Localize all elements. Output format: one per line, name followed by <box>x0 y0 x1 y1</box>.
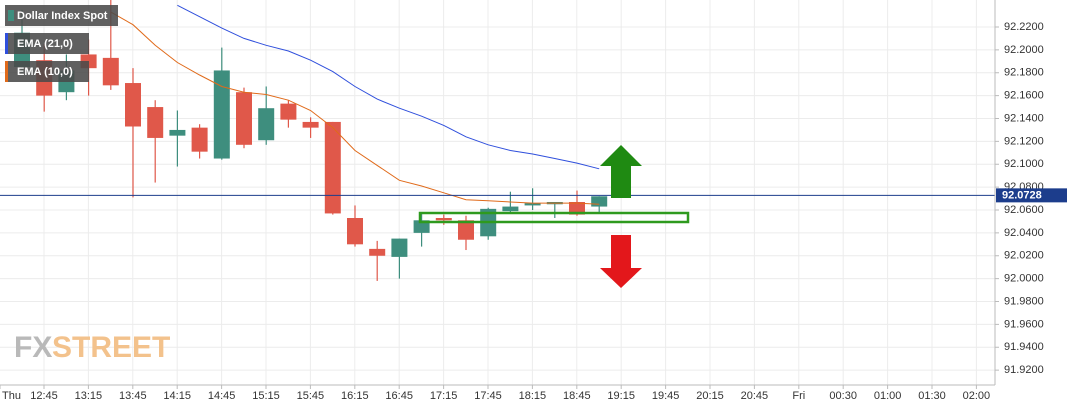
y-tick-label: 91.9400 <box>1004 341 1044 353</box>
last-price-label: 92.0728 <box>1002 189 1042 201</box>
y-tick-label: 92.2000 <box>1004 44 1044 56</box>
x-tick-label: 15:45 <box>297 390 325 402</box>
x-tick-label: 00:30 <box>829 390 857 402</box>
candle-body <box>502 206 519 212</box>
x-tick-label: 17:15 <box>430 390 458 402</box>
y-tick-label: 91.9600 <box>1004 318 1044 330</box>
legend-label: EMA (21,0) <box>17 38 73 50</box>
x-tick-label: 01:00 <box>874 390 902 402</box>
annotations <box>418 145 690 288</box>
x-tick-label: 12:45 <box>30 390 58 402</box>
x-tick-label: 19:45 <box>652 390 680 402</box>
y-tick-label: 92.0600 <box>1004 204 1044 216</box>
candle-body <box>258 108 275 141</box>
legend-label: Dollar Index Spot <box>17 10 108 22</box>
y-tick-label: 92.1000 <box>1004 158 1044 170</box>
candle-body <box>435 218 452 221</box>
y-tick-label: 92.1800 <box>1004 67 1044 79</box>
candle-body <box>524 203 541 206</box>
axes: 92.2200 92.2000 92.1800 92.1600 92.1400 92.12… <box>0 21 1067 402</box>
ema-line <box>177 4 600 170</box>
watermark-fx: FX <box>14 331 52 364</box>
x-tick-label: 01:30 <box>918 390 946 402</box>
x-tick-label: 20:15 <box>696 390 724 402</box>
x-tick-label: 18:45 <box>563 390 591 402</box>
y-tick-label: 92.0200 <box>1004 250 1044 262</box>
watermark-street: STREET <box>52 331 170 364</box>
x-tick-label: 13:45 <box>119 390 147 402</box>
x-tick-label: 19:15 <box>607 390 635 402</box>
candle-body <box>280 103 297 120</box>
x-tick-label: 18:15 <box>519 390 547 402</box>
range-box <box>418 211 690 224</box>
legend-swatch <box>5 61 8 82</box>
candle-body <box>391 238 408 257</box>
x-tick-label: 16:45 <box>385 390 413 402</box>
watermark: FX STREET <box>14 331 170 364</box>
last-price-box <box>996 188 1067 203</box>
y-tick-label: 92.1400 <box>1004 112 1044 124</box>
candle-body <box>324 121 341 214</box>
x-tick-label: 20:45 <box>741 390 769 402</box>
y-tick-label: 91.9200 <box>1004 364 1044 376</box>
y-tick-label: 92.2200 <box>1004 21 1044 33</box>
down-arrow <box>600 235 642 288</box>
legend-label: EMA (10,0) <box>17 66 73 78</box>
y-tick-label: 92.1600 <box>1004 90 1044 102</box>
up-arrow <box>600 145 642 198</box>
legend-swatch <box>5 33 8 54</box>
x-tick-label: 14:45 <box>208 390 236 402</box>
candle-body <box>347 218 363 245</box>
x-tick-label: 17:45 <box>474 390 502 402</box>
x-tick-label: Thu <box>2 390 21 402</box>
y-tick-label: 92.0400 <box>1004 227 1044 239</box>
x-tick-label: 02:00 <box>963 390 991 402</box>
candle-body <box>147 107 164 138</box>
legend-swatch <box>8 10 14 21</box>
candle-body <box>569 201 585 215</box>
legend-box <box>5 61 89 82</box>
legend-box <box>5 5 118 26</box>
x-tick-label: 15:15 <box>252 390 280 402</box>
x-tick-label: 13:15 <box>75 390 103 402</box>
candle-body <box>191 127 208 152</box>
y-tick-label: 91.9800 <box>1004 295 1044 307</box>
candle-body <box>213 70 230 159</box>
candle-body <box>102 57 119 86</box>
x-tick-label: 14:15 <box>163 390 191 402</box>
candle-body <box>302 121 319 128</box>
grid <box>0 0 995 385</box>
candle-body <box>236 92 252 145</box>
legend: Dollar Index Spot EMA (21,0) EMA (10,0) <box>5 5 118 82</box>
y-tick-label: 92.1200 <box>1004 135 1044 147</box>
candle-body <box>125 83 141 127</box>
x-tick-label: Fri <box>792 390 805 402</box>
y-tick-label: 92.0000 <box>1004 273 1044 285</box>
candle-body <box>591 196 608 207</box>
candle-body <box>413 220 430 233</box>
legend-box <box>5 33 89 54</box>
candle-body <box>369 248 386 256</box>
candle-body <box>169 129 186 136</box>
ema-line <box>110 11 600 205</box>
candle-body <box>458 220 474 240</box>
x-tick-label: 16:15 <box>341 390 369 402</box>
